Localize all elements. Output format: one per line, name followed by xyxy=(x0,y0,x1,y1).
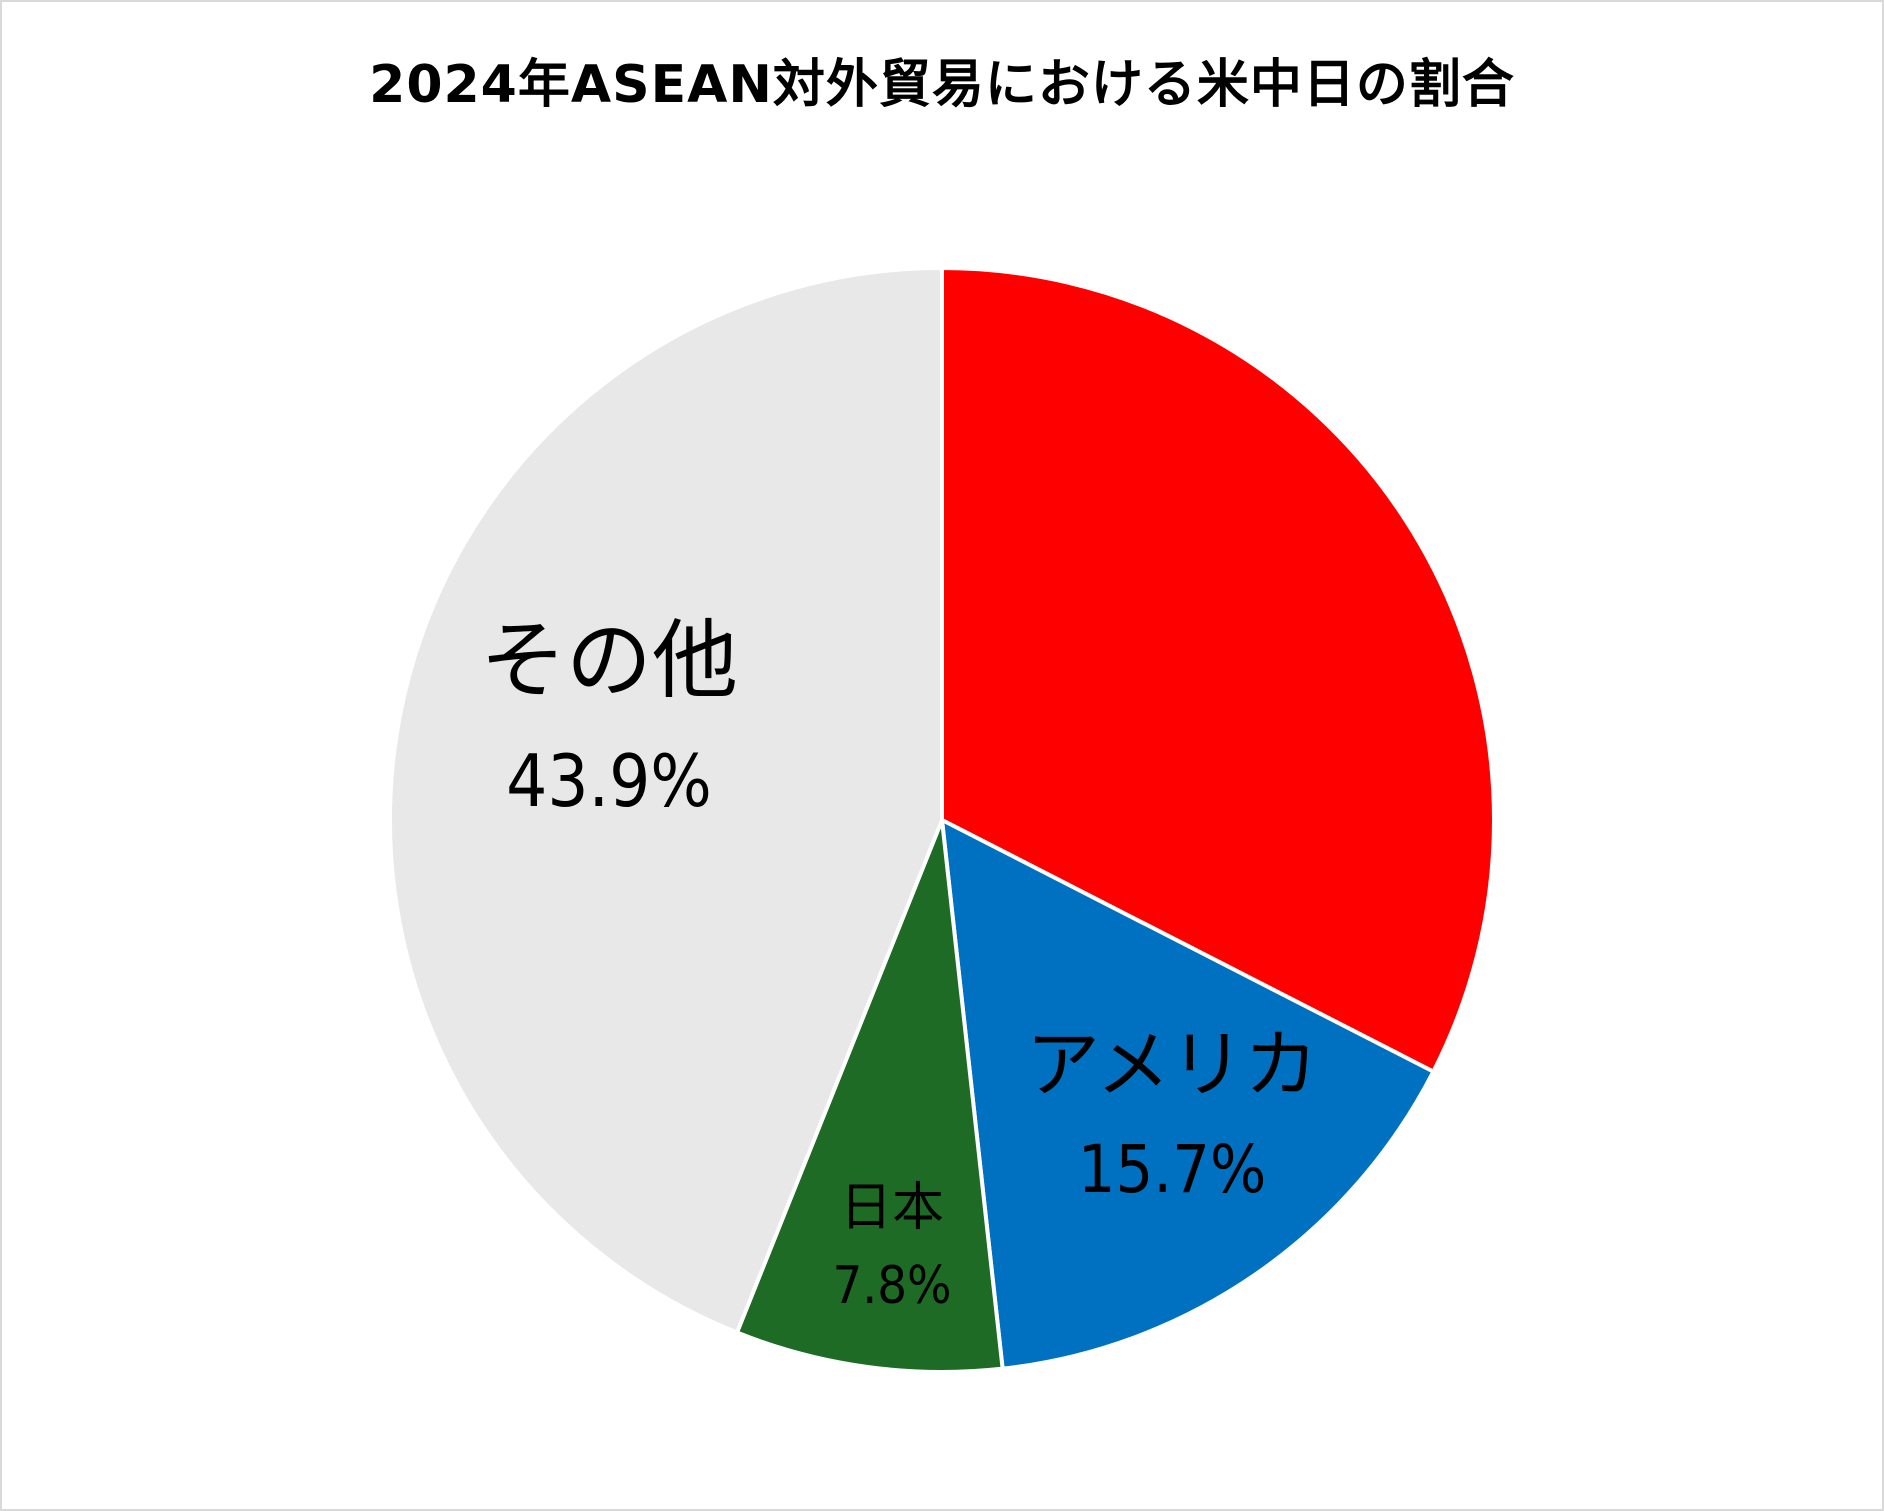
slice-value-label: 43.9% xyxy=(506,739,712,823)
slice-label: その他 xyxy=(480,611,738,711)
pie-slice xyxy=(940,266,1496,1074)
pie-slice xyxy=(388,266,944,1335)
slice-label: 日本 xyxy=(840,1178,944,1238)
pie-slice xyxy=(940,818,1436,1371)
pie-slice xyxy=(734,818,1005,1374)
slice-value-label: 15.7% xyxy=(1078,1131,1267,1208)
slice-label: 中国 xyxy=(1156,451,1328,551)
slice-value-label: 32.5% xyxy=(1139,579,1345,663)
slice-label: アメリカ xyxy=(1026,1022,1318,1108)
chart-title: 2024年ASEAN対外貿易における米中日の割合 xyxy=(369,55,1515,115)
pie-labels: 中国 32.5% アメリカ 15.7% 日本 7.8% その他 43.9% xyxy=(480,451,1345,1316)
pie-slices xyxy=(388,266,1496,1374)
slice-value-label: 7.8% xyxy=(833,1256,952,1316)
